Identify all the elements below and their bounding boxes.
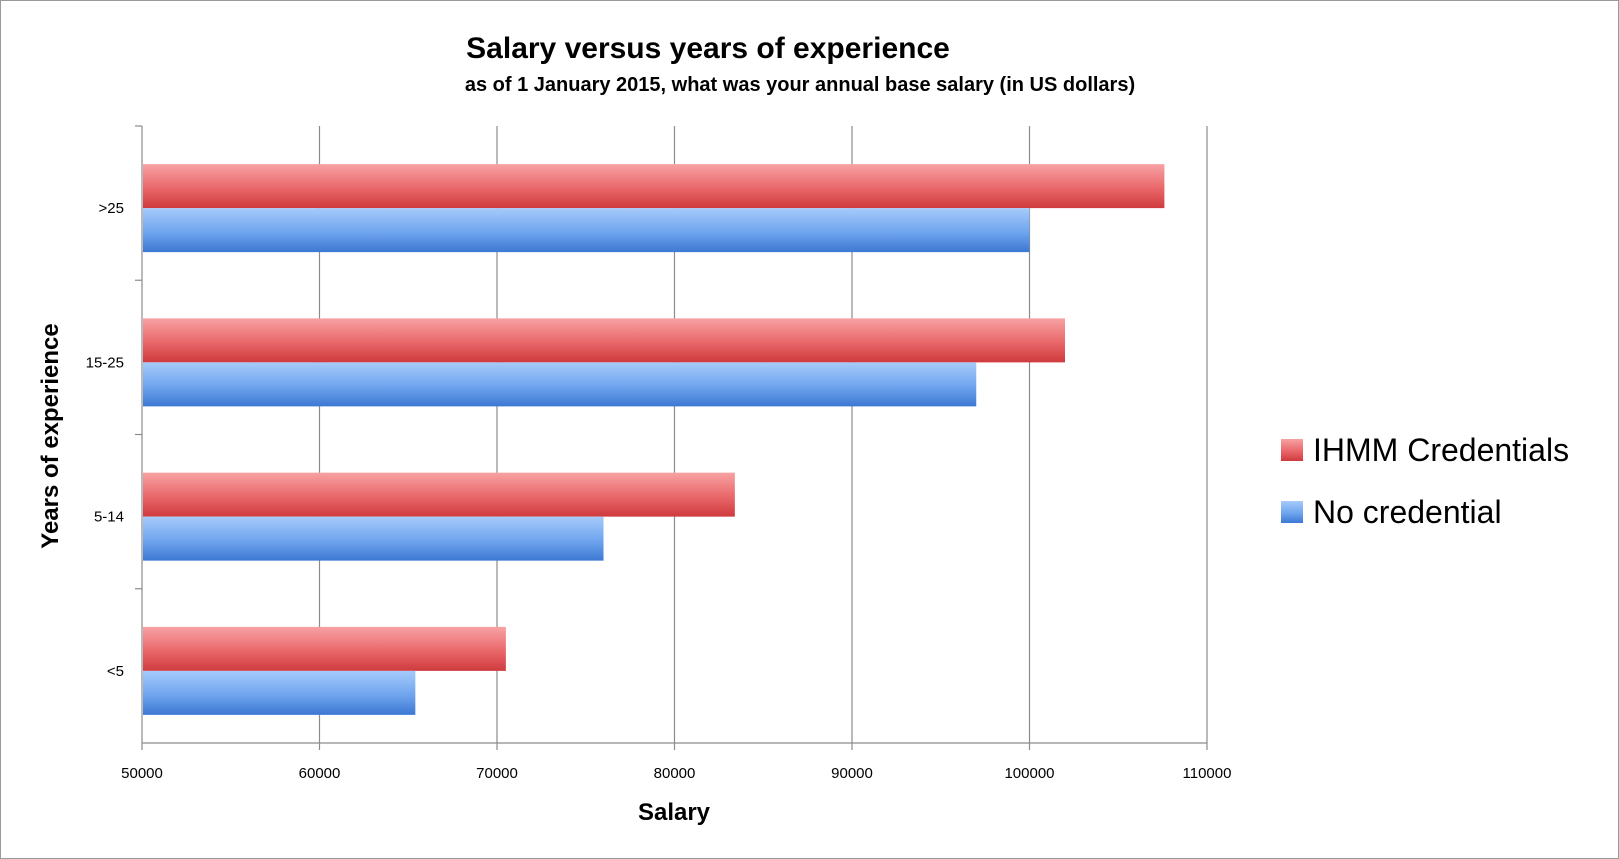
bar-no-credential bbox=[143, 362, 977, 407]
y-axis-label: Years of experience bbox=[37, 323, 64, 548]
legend-label: No credential bbox=[1313, 494, 1502, 530]
bar-ihmm-credentials bbox=[143, 472, 735, 517]
bar-ihmm-credentials bbox=[143, 626, 506, 671]
y-tick-label: 15-25 bbox=[86, 354, 124, 371]
axes: 50000 60000 70000 80000 90000 100000 110000 >25… bbox=[86, 125, 1232, 782]
chart-subtitle: as of 1 January 2015, what was your annu… bbox=[465, 74, 1135, 96]
legend-swatch bbox=[1281, 439, 1303, 461]
x-tick-label: 80000 bbox=[654, 765, 696, 782]
y-tick-label: 5-14 bbox=[94, 509, 124, 526]
legend-swatch bbox=[1281, 501, 1303, 523]
x-tick-label: 60000 bbox=[299, 765, 341, 782]
y-tick-label: >25 bbox=[99, 200, 124, 217]
x-tick-label: 110000 bbox=[1183, 765, 1232, 782]
legend: IHMM Credentials No credential bbox=[1281, 432, 1569, 530]
x-tick-label: 90000 bbox=[831, 765, 873, 782]
bar-ihmm-credentials bbox=[143, 318, 1065, 363]
x-tick-label: 70000 bbox=[476, 765, 518, 782]
y-tick-label: <5 bbox=[107, 663, 124, 680]
x-tick-label: 50000 bbox=[121, 765, 163, 782]
bar-no-credential bbox=[143, 516, 604, 561]
legend-label: IHMM Credentials bbox=[1313, 432, 1569, 468]
bar-no-credential bbox=[143, 670, 416, 715]
chart-title: Salary versus years of experience bbox=[466, 32, 950, 65]
x-axis-label: Salary bbox=[638, 799, 711, 826]
bars bbox=[143, 164, 1165, 715]
x-tick-label: 100000 bbox=[1004, 765, 1054, 782]
bar-ihmm-credentials bbox=[143, 164, 1165, 209]
bar-no-credential bbox=[143, 208, 1030, 253]
